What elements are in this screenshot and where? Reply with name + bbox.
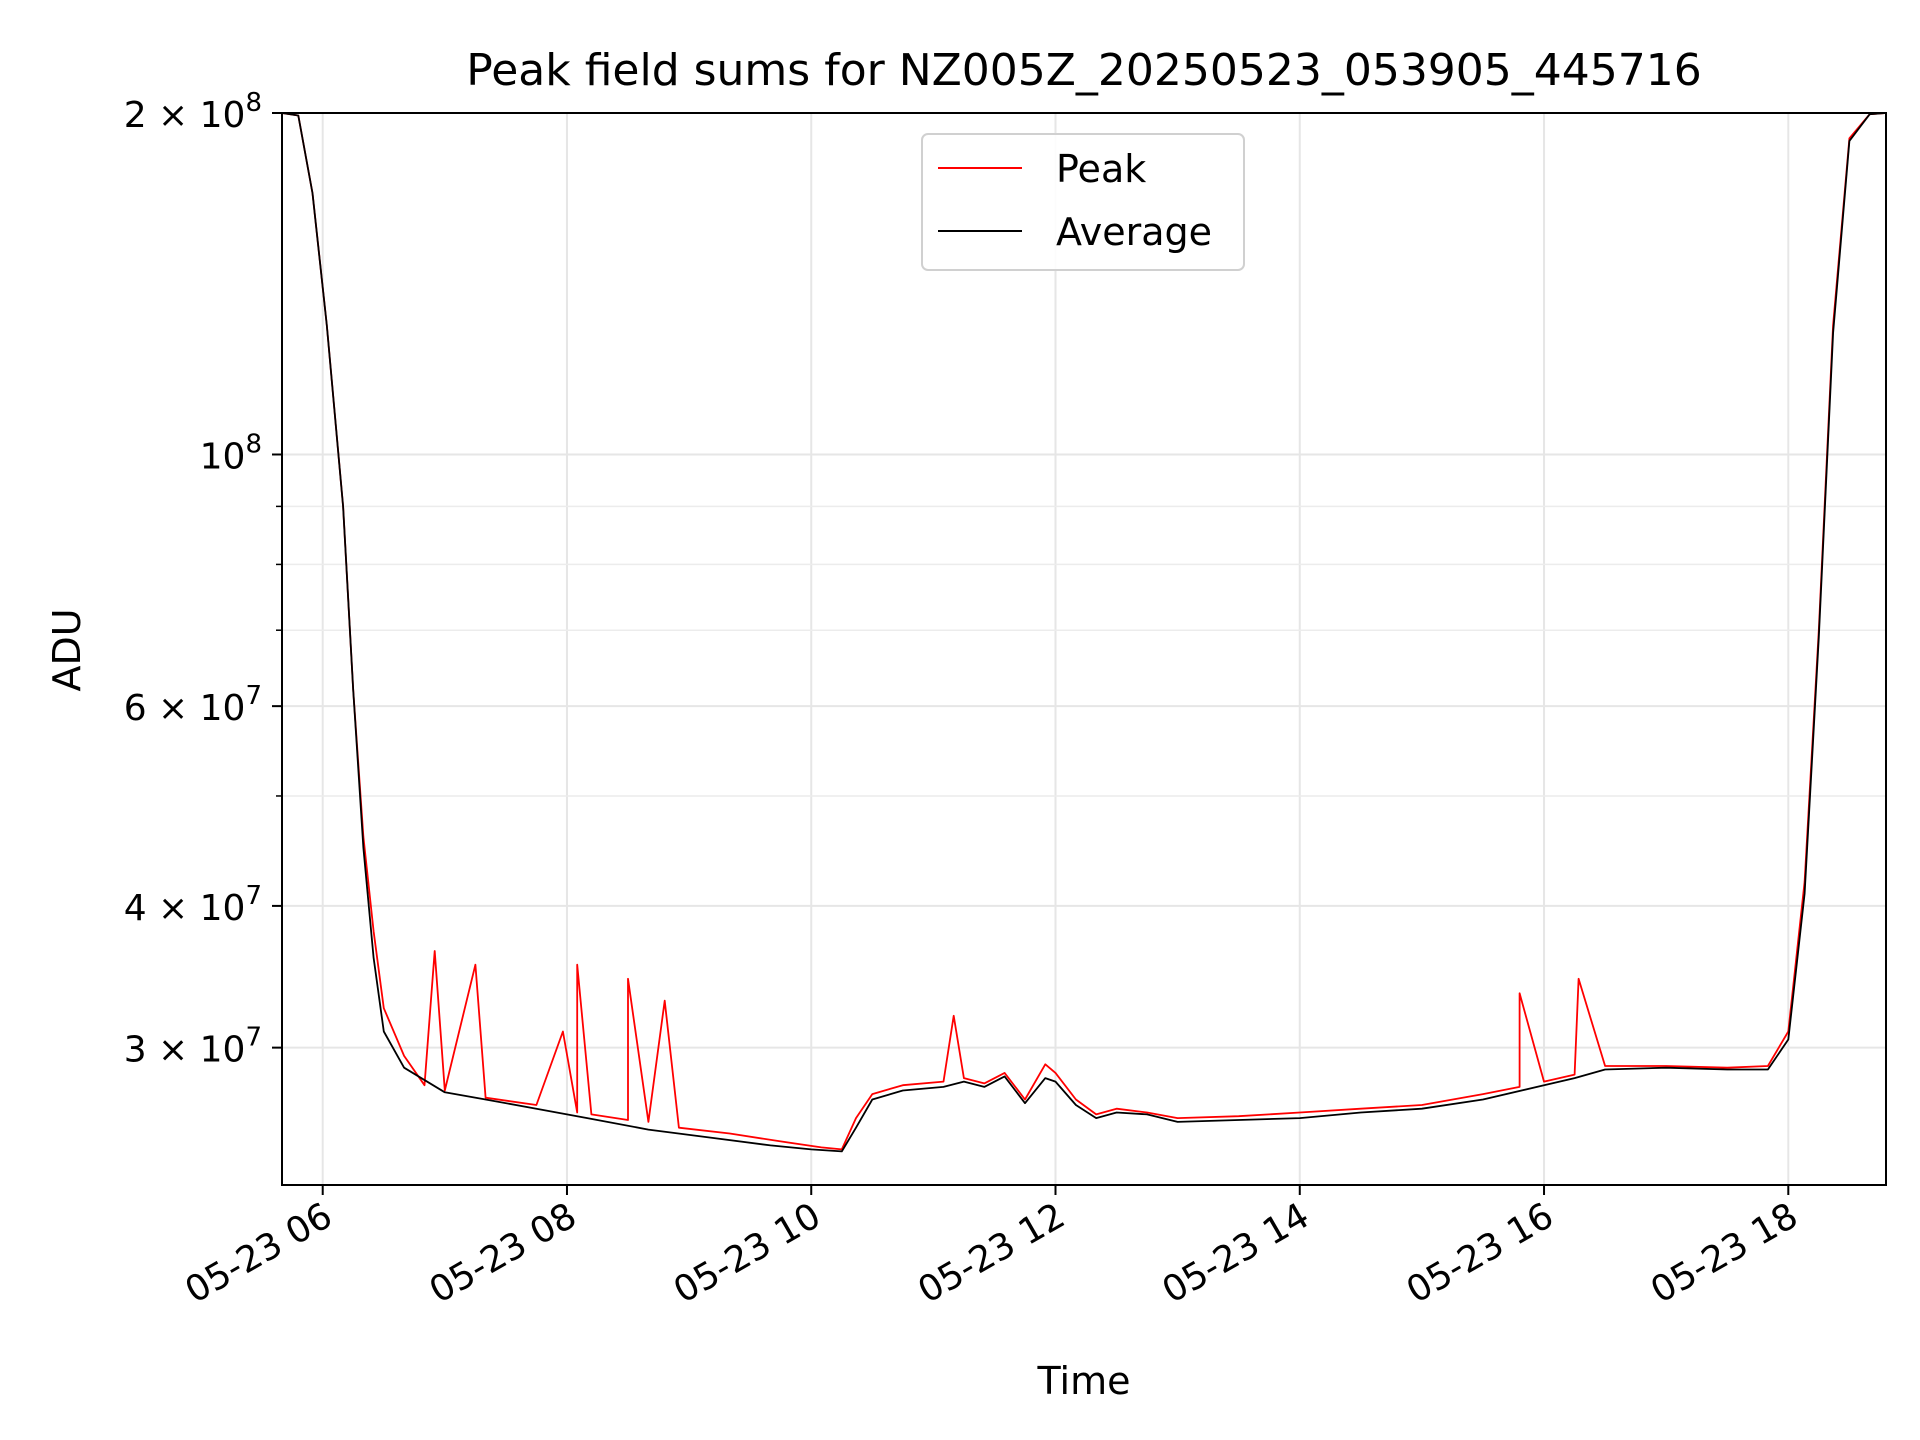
series-line-average	[281, 112, 1887, 1153]
y-tick-label-exponent: 7	[245, 881, 262, 911]
y-tick-label-base: 3 × 10	[124, 1030, 246, 1071]
y-tick-label-base: 10	[200, 436, 246, 477]
x-axis-label: Time	[1037, 1359, 1131, 1403]
y-tick-label-base: 6 × 10	[124, 688, 246, 729]
y-tick-label: 6 × 107	[124, 681, 262, 729]
y-tick-label-exponent: 7	[245, 681, 262, 711]
y-axis-label: ADU	[45, 608, 89, 691]
y-tick-label: 4 × 107	[124, 881, 262, 929]
y-tick-label-exponent: 8	[245, 88, 262, 118]
y-tick-label: 3 × 107	[124, 1023, 262, 1071]
legend: Peak Average	[921, 133, 1245, 271]
y-tick-label: 108	[200, 429, 262, 477]
y-tick-label-base: 4 × 10	[124, 888, 246, 929]
chart-title: Peak field sums for NZ005Z_20250523_0539…	[466, 45, 1702, 96]
grid-lines	[282, 112, 1886, 1185]
plot-frame	[281, 112, 1887, 1186]
y-tick-label-exponent: 7	[245, 1023, 262, 1053]
series-layer	[281, 112, 1887, 1153]
legend-label-peak: Peak	[1056, 147, 1146, 191]
y-tick-label-base: 2 × 10	[124, 95, 246, 136]
series-line-peak	[281, 112, 1887, 1151]
legend-label-average: Average	[1056, 210, 1212, 254]
y-tick-label: 2 × 108	[124, 88, 262, 136]
y-tick-label-exponent: 8	[245, 429, 262, 459]
